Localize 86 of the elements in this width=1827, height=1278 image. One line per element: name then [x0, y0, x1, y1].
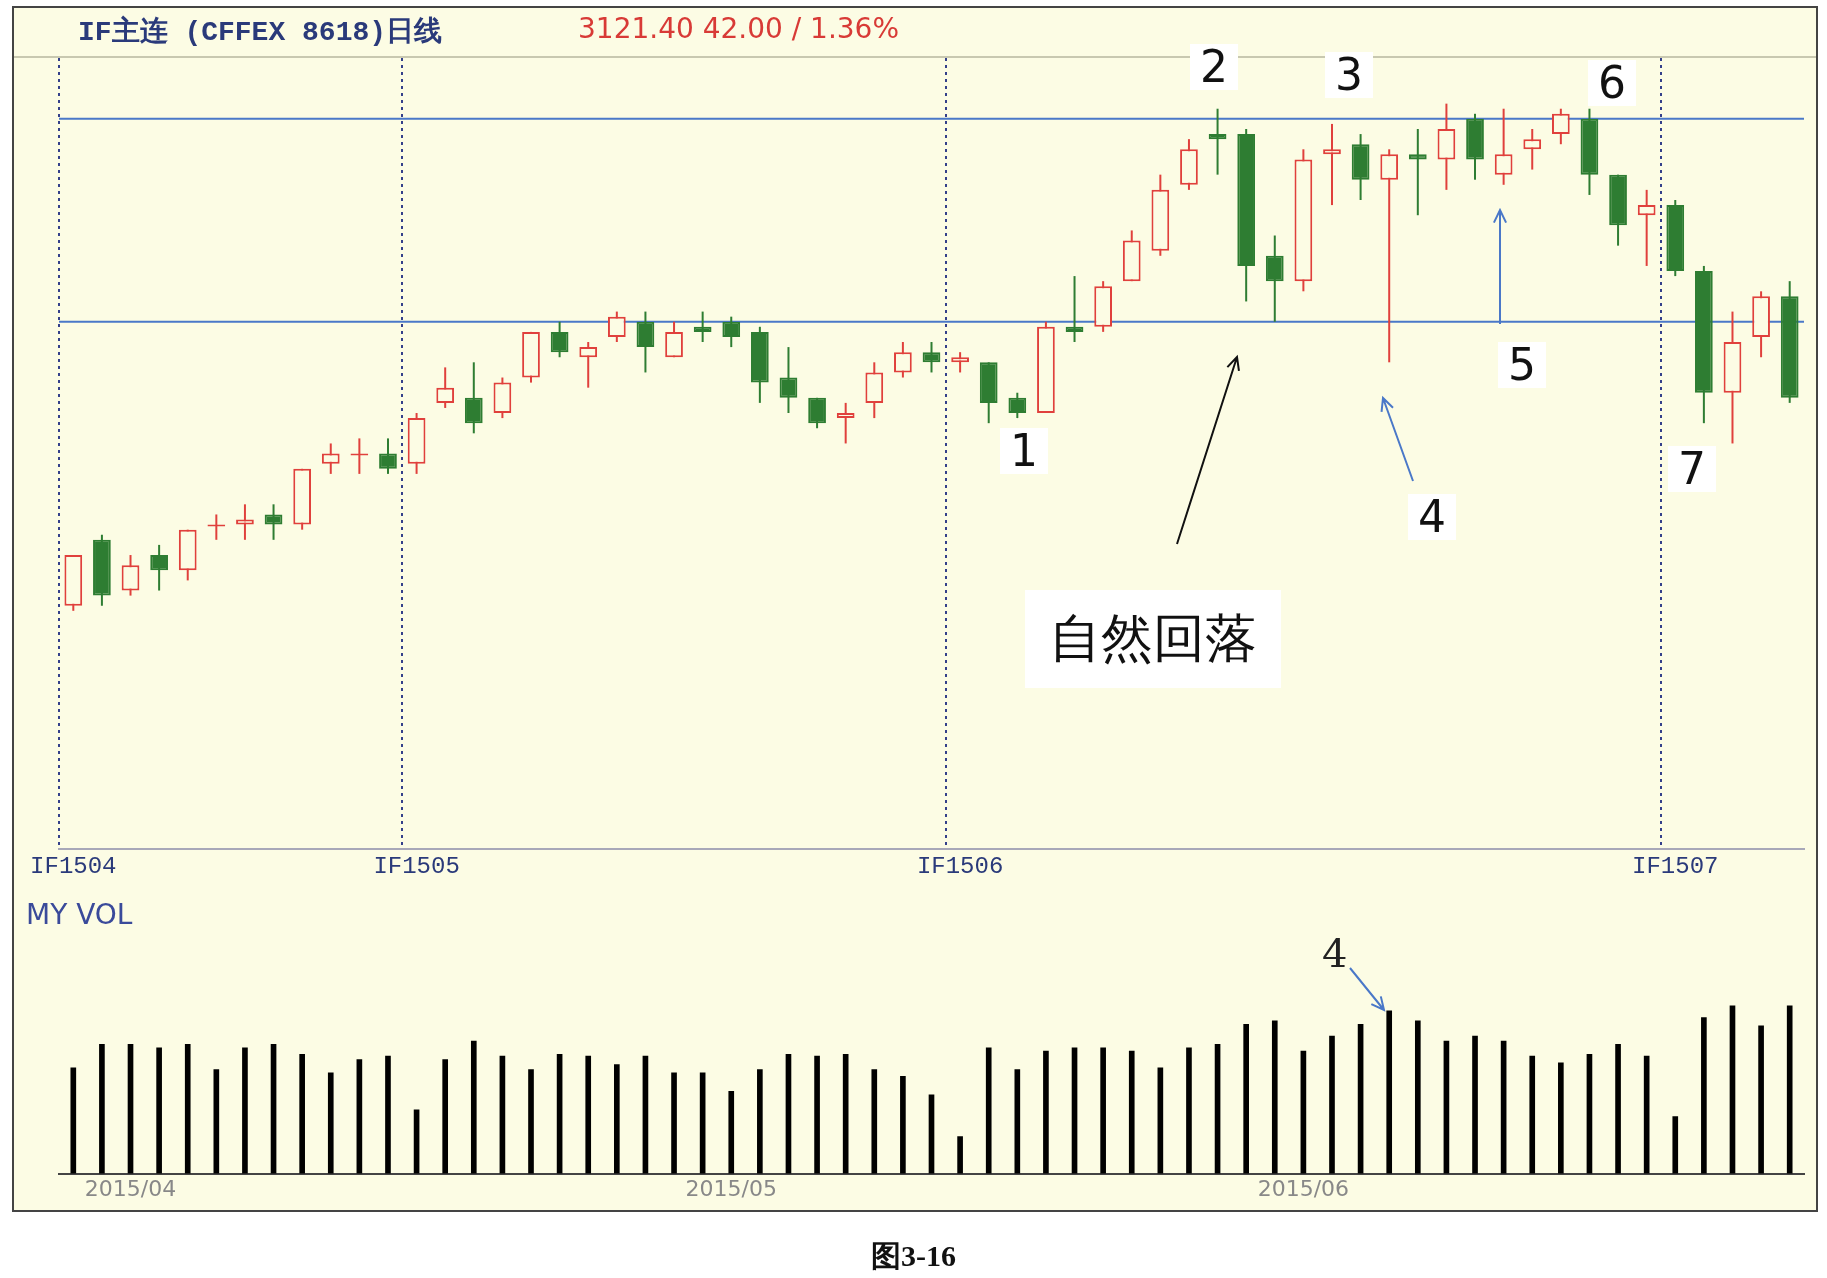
bar — [528, 1069, 534, 1174]
bar — [1243, 1023, 1249, 1174]
text: 2 — [1190, 41, 1238, 92]
bar — [614, 1064, 620, 1174]
bar — [99, 1044, 105, 1174]
candlestick — [665, 320, 683, 359]
bar — [70, 1067, 77, 1174]
bar — [985, 1047, 992, 1174]
bar — [814, 1055, 820, 1174]
bar — [1186, 1047, 1192, 1174]
candlestick — [550, 320, 569, 359]
bar — [757, 1069, 763, 1174]
annotation: 4 — [1408, 491, 1456, 542]
annotation: 6 — [1588, 57, 1636, 108]
candlestick — [693, 310, 712, 344]
candlestick — [264, 503, 283, 541]
candlestick — [1494, 107, 1513, 186]
text: 4 — [1322, 930, 1348, 976]
candlestick — [1265, 234, 1284, 323]
chart-title: MY VOL — [26, 898, 133, 931]
bar — [671, 1072, 677, 1174]
bar — [1329, 1035, 1335, 1174]
bar — [242, 1047, 248, 1174]
bar — [728, 1091, 735, 1174]
bar — [1672, 1116, 1679, 1174]
candlestick — [836, 401, 855, 445]
annotation: 自然回落 — [1025, 590, 1281, 688]
bar — [1414, 1020, 1421, 1174]
candlestick — [951, 351, 969, 374]
x-tick-label: 2015/04 — [84, 1175, 177, 1201]
bar — [299, 1054, 305, 1174]
candlestick — [1523, 128, 1542, 171]
bar — [1558, 1062, 1564, 1174]
candlestick — [808, 396, 826, 430]
bar — [900, 1075, 906, 1174]
x-tick-label: IF1505 — [373, 852, 460, 880]
chart-subtitle: 3121.40 42.00 / 1.36% — [578, 12, 900, 45]
bar — [1386, 1010, 1393, 1174]
bar — [442, 1059, 449, 1174]
annotation: 1 — [1000, 425, 1048, 476]
candlestick — [121, 554, 140, 597]
candlestick — [464, 361, 483, 435]
candlestick — [1323, 122, 1341, 207]
x-tick-label: 2015/06 — [1257, 1175, 1350, 1201]
bar — [385, 1055, 391, 1174]
candlestick — [1380, 148, 1399, 364]
candlestick — [894, 341, 912, 379]
bar — [957, 1136, 963, 1174]
bar — [1271, 1020, 1278, 1174]
candlestick — [636, 310, 655, 374]
bar — [1529, 1055, 1536, 1174]
chart-title: IF主连 (CFFEX 8618)日线 — [78, 14, 443, 50]
bar — [1758, 1025, 1764, 1174]
candlestick — [779, 346, 798, 415]
x-tick-label: IF1504 — [30, 852, 117, 880]
x-tick-label: IF1507 — [1632, 852, 1719, 880]
candlestick — [236, 503, 254, 541]
x-tick-label: 2015/05 — [685, 1175, 777, 1201]
candlestick — [922, 341, 941, 374]
candlestick — [150, 543, 168, 592]
bar — [1100, 1047, 1106, 1174]
bar — [842, 1054, 849, 1174]
candlestick — [1551, 107, 1570, 146]
bar — [327, 1072, 334, 1174]
bar — [1014, 1069, 1021, 1174]
candlestick — [579, 341, 598, 389]
candlestick — [321, 442, 340, 475]
bar — [1472, 1035, 1478, 1174]
bar — [1043, 1050, 1049, 1174]
candlestick — [1637, 188, 1656, 267]
x-tick-label: IF1506 — [916, 852, 1004, 880]
bar — [1615, 1044, 1621, 1174]
bar — [184, 1044, 191, 1174]
annotation: 5 — [1498, 339, 1546, 390]
candlestick — [1408, 128, 1427, 217]
candlestick — [607, 310, 626, 344]
bar — [585, 1055, 592, 1174]
annotation: 7 — [1668, 443, 1716, 494]
bar — [1701, 1017, 1707, 1174]
bar — [1128, 1050, 1135, 1174]
caption: 图3-16 — [870, 1238, 957, 1274]
bar — [470, 1040, 477, 1174]
bar — [871, 1069, 878, 1174]
bar — [1786, 1005, 1793, 1174]
text: 3 — [1325, 49, 1373, 100]
bar — [156, 1047, 162, 1174]
